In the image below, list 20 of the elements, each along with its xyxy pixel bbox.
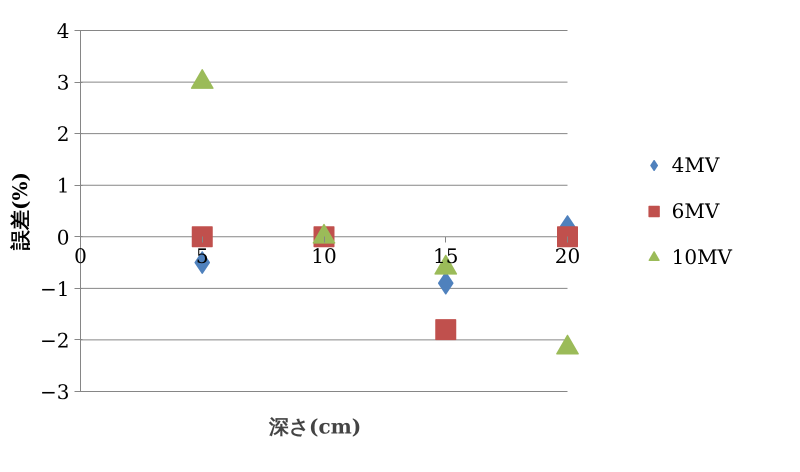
y-tick-label: 4 — [56, 19, 70, 43]
x-tick-label: 15 — [433, 244, 458, 268]
legend-label: 6MV — [672, 198, 720, 222]
y-axis-title: 誤差(%) — [8, 172, 32, 251]
x-tick-label: 10 — [311, 244, 337, 268]
y-tick-label: −1 — [40, 276, 70, 301]
y-tick-label: −2 — [40, 328, 70, 352]
y-tick-label: −3 — [40, 380, 70, 404]
point — [192, 226, 213, 248]
x-tick-label: 20 — [554, 244, 580, 268]
legend-label: 4MV — [672, 152, 720, 176]
x-tick-label: 0 — [74, 244, 87, 268]
legend-label: 10MV — [672, 244, 732, 268]
point — [557, 226, 578, 248]
x-axis-title: 深さ(cm) — [268, 414, 362, 438]
y-tick-label: 0 — [56, 225, 70, 250]
y-tick-label: 3 — [56, 70, 70, 95]
point — [435, 319, 456, 340]
y-tick-label: 1 — [56, 174, 70, 198]
y-tick-label: 2 — [56, 122, 70, 146]
